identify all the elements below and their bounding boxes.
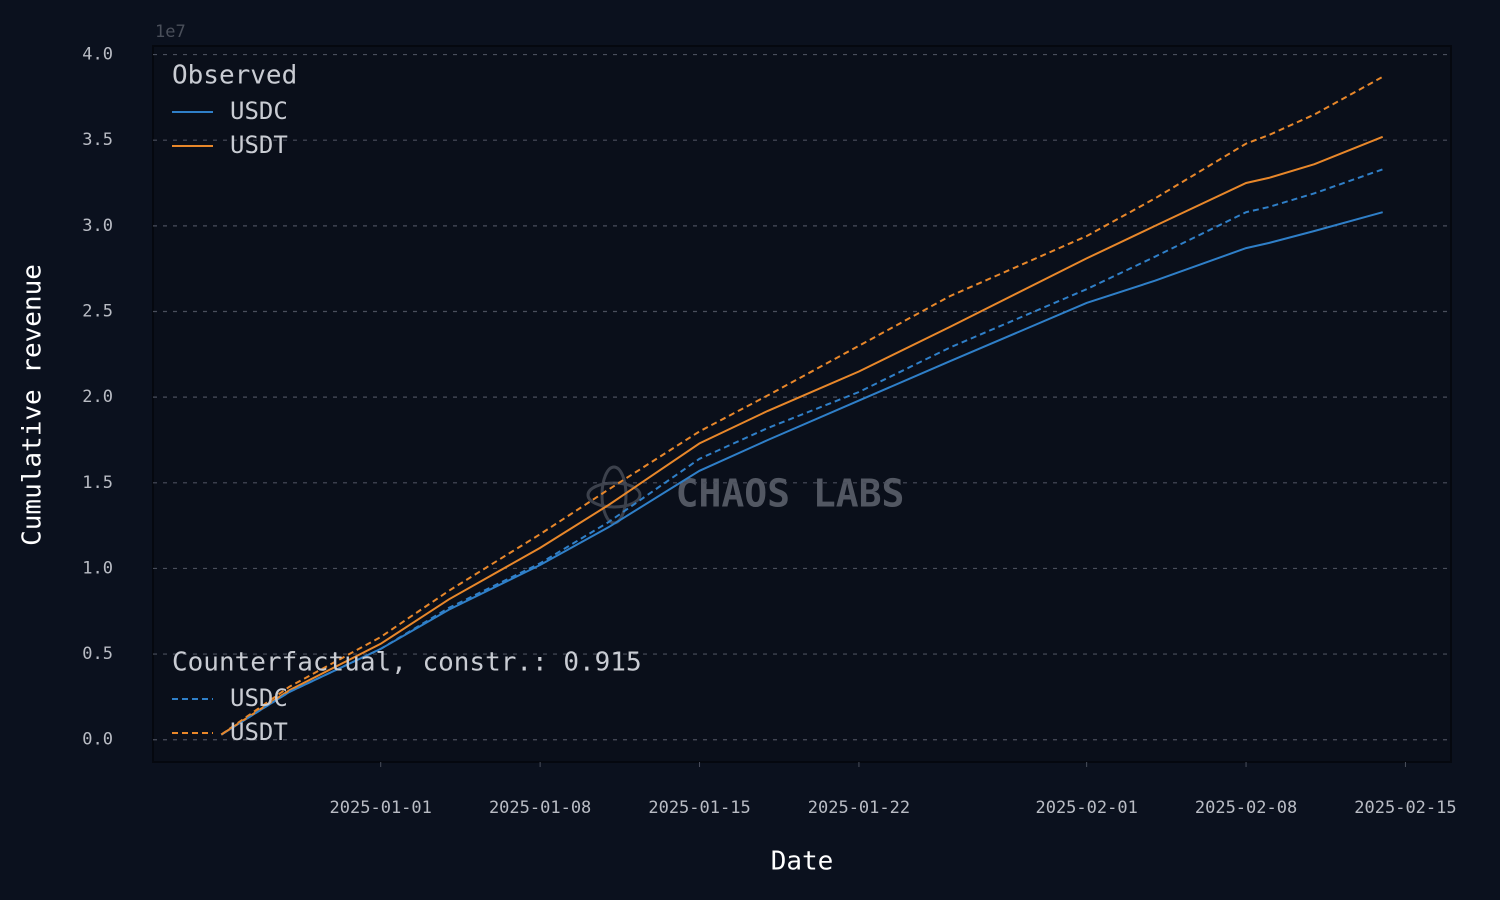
x-tick-label: 2025-01-08 xyxy=(489,798,591,818)
x-tick-label: 2025-02-01 xyxy=(1035,798,1137,818)
watermark: CHAOS LABS xyxy=(676,472,905,516)
y-tick-label: 3.5 xyxy=(82,130,113,150)
x-tick-label: 2025-02-08 xyxy=(1195,798,1297,818)
y-tick-label: 1.0 xyxy=(82,558,113,578)
y-tick-label: 2.0 xyxy=(82,387,113,407)
y-tick-label: 0.5 xyxy=(82,644,113,664)
legend-label: USDC xyxy=(230,97,288,125)
x-axis-title: Date xyxy=(771,847,834,877)
y-tick-label: 2.5 xyxy=(82,302,113,322)
line xyxy=(220,135,1384,736)
line xyxy=(220,168,1384,736)
x-tick-label: 2025-01-15 xyxy=(648,798,750,818)
x-tick-label: 2025-01-01 xyxy=(330,798,432,818)
legend-label: USDT xyxy=(230,718,288,746)
legend-label: USDT xyxy=(230,131,288,159)
line xyxy=(220,75,1384,736)
y-axis-title: Cumulative revenue xyxy=(18,264,48,546)
y-tick-label: 1.5 xyxy=(82,473,113,493)
legend-title: Observed xyxy=(172,61,297,91)
y-offset-label: 1e7 xyxy=(155,22,186,42)
y-tick-label: 4.0 xyxy=(82,45,113,65)
y-tick-label: 3.0 xyxy=(82,216,113,236)
legend-label: USDC xyxy=(230,684,288,712)
x-tick-label: 2025-02-15 xyxy=(1354,798,1456,818)
y-tick-label: 0.0 xyxy=(82,730,113,750)
x-tick-label: 2025-01-22 xyxy=(808,798,910,818)
legend-title: Counterfactual, constr.: 0.915 xyxy=(172,648,642,678)
